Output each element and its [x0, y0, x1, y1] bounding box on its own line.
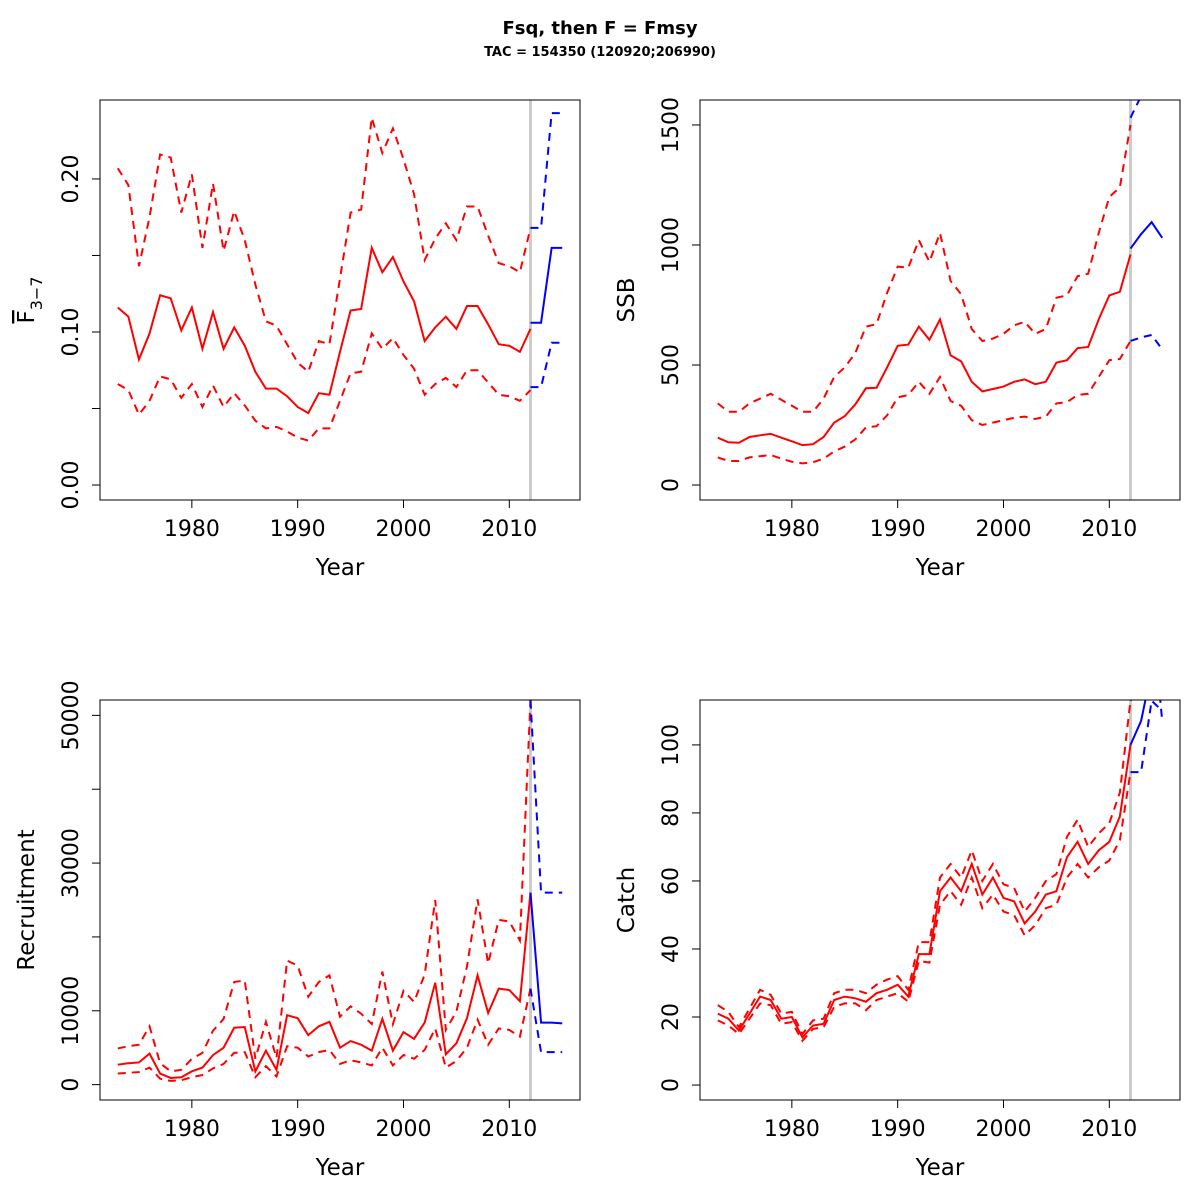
panel: 0.00 0.10 0.20 1980 1990 2000 2010 Year F3−7 [14, 99, 581, 581]
series-line [1130, 333, 1164, 350]
y-tick-label: 1500 [659, 97, 684, 153]
series-line [1130, 700, 1163, 774]
y-axis-label-main: F [14, 310, 40, 323]
series-line [117, 988, 532, 1082]
y-axis-label-main: Catch [614, 867, 640, 933]
plot-area [717, 100, 1164, 500]
plot-area [117, 700, 563, 1100]
y-tick-label: 0.00 [59, 461, 84, 510]
x-tick-label: 2010 [481, 1117, 537, 1142]
plot-frame [699, 99, 1181, 501]
x-tick-label: 2010 [1081, 1117, 1137, 1142]
x-axis-label: Year [915, 1155, 965, 1181]
chart-title: Fsq, then F = Fmsy [502, 18, 697, 39]
series-line [717, 124, 1132, 413]
x-axis-label: Year [315, 555, 365, 581]
x-tick-label: 1980 [764, 517, 820, 542]
x-tick-label: 1990 [870, 517, 926, 542]
panel: 0 10000 30000 50000 1980 1990 2000 2010 Year Recr… [14, 680, 581, 1181]
series-line [1129, 220, 1164, 250]
series-line [717, 340, 1132, 465]
series-line [1129, 100, 1141, 119]
x-tick-label: 1990 [270, 1117, 326, 1142]
plot-frame [699, 699, 1181, 1101]
x-tick-label: 2000 [375, 1117, 431, 1142]
series-line [529, 988, 563, 1054]
series-line [529, 700, 563, 894]
x-tick-label: 2010 [1081, 517, 1137, 542]
series-line [117, 244, 532, 415]
chart-subtitle: TAC = 154350 (120920;206990) [484, 45, 716, 60]
y-axis-label: Recruitment [14, 829, 40, 970]
x-tick-label: 2000 [375, 517, 431, 542]
series-line [717, 771, 1132, 1043]
series-line [117, 331, 532, 442]
series-line [717, 700, 1132, 1036]
y-tick-label: 80 [659, 799, 684, 827]
y-tick-label: 40 [659, 935, 684, 963]
plot-area [116, 100, 563, 500]
x-axis-label: Year [915, 555, 965, 581]
series-line [530, 246, 563, 324]
x-tick-label: 1980 [164, 517, 220, 542]
series-line [529, 892, 563, 1025]
y-tick-label: 30000 [59, 828, 84, 898]
x-tick-label: 1990 [870, 1117, 926, 1142]
panel: 0 20 40 60 80 100 1980 1990 2000 2010 Year Catch [614, 699, 1181, 1181]
y-axis-label-main: Recruitment [14, 829, 40, 970]
y-tick-label: 0 [659, 478, 684, 492]
x-axis-label: Year [315, 1155, 365, 1181]
y-tick-label: 60 [659, 867, 684, 895]
series-line [116, 117, 532, 374]
x-tick-label: 1990 [270, 517, 326, 542]
y-tick-label: 0 [659, 1078, 684, 1092]
y-tick-label: 10000 [59, 976, 84, 1046]
x-tick-label: 1980 [764, 1117, 820, 1142]
panel: 0 500 1000 1500 1980 1990 2000 2010 Year SSB [614, 97, 1181, 581]
x-tick-label: 1980 [164, 1117, 220, 1142]
y-tick-label: 0.10 [59, 307, 84, 356]
y-tick-label: 0.20 [59, 154, 84, 203]
x-tick-label: 2000 [975, 517, 1031, 542]
series-line [117, 700, 532, 1073]
x-tick-label: 2010 [481, 517, 537, 542]
y-tick-label: 20 [659, 1003, 684, 1031]
plot-frame [99, 699, 581, 1101]
y-axis-label: F3−7 [14, 277, 46, 324]
y-axis-label-main: SSB [614, 278, 640, 323]
y-tick-label: 50000 [59, 680, 84, 750]
y-axis-label: Catch [614, 867, 640, 933]
series-line [1129, 700, 1147, 746]
plot-area [717, 700, 1164, 1100]
y-axis-label-subscript: 3−7 [27, 277, 46, 311]
y-tick-label: 1000 [659, 217, 684, 273]
x-tick-label: 2000 [975, 1117, 1031, 1142]
series-line [530, 341, 563, 389]
y-axis-label: SSB [614, 278, 640, 323]
series-line [1129, 700, 1164, 722]
series-line [717, 254, 1132, 447]
series-line [717, 744, 1132, 1040]
plot-frame [99, 99, 581, 501]
series-line [530, 112, 563, 229]
series-line [117, 892, 532, 1079]
y-tick-label: 0 [59, 1078, 84, 1092]
y-tick-label: 500 [659, 344, 684, 386]
y-tick-label: 100 [659, 724, 684, 766]
